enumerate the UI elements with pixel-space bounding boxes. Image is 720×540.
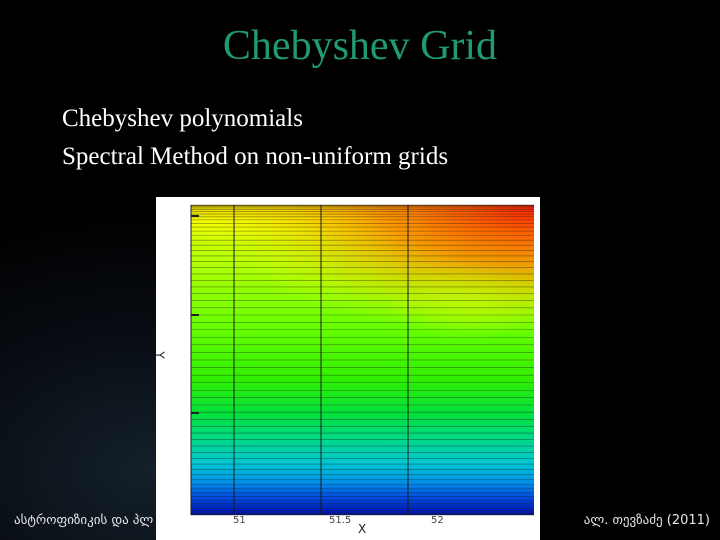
x-tick-label: 52 <box>431 515 444 526</box>
x-tick-label: 51.5 <box>329 515 352 526</box>
footer-right-text: ალ. თევზაძე (2011) <box>583 513 710 528</box>
bullet-item: Spectral Method on non-uniform grids <box>62 143 449 170</box>
footer-left-text: ასტროფიზიკის და პლაზმის <box>14 513 154 528</box>
slide-title: Chebyshev Grid <box>222 23 498 69</box>
y-axis-label: Y <box>156 351 167 358</box>
vertical-grid-lines <box>190 205 409 515</box>
horizontal-grid-lines <box>191 204 534 516</box>
grid-overlay <box>190 204 540 516</box>
bright-region <box>386 264 540 340</box>
x-axis-label: X <box>358 522 367 536</box>
y-axis-ticks <box>191 215 199 414</box>
bullet-list: Chebyshev polynomials Spectral Method on… <box>62 100 448 176</box>
x-tick-label: 51 <box>233 515 246 526</box>
chebyshev-grid-plot: Y 51 51.5 52 X <box>156 197 540 540</box>
bullet-item: Chebyshev polynomials <box>62 105 303 132</box>
